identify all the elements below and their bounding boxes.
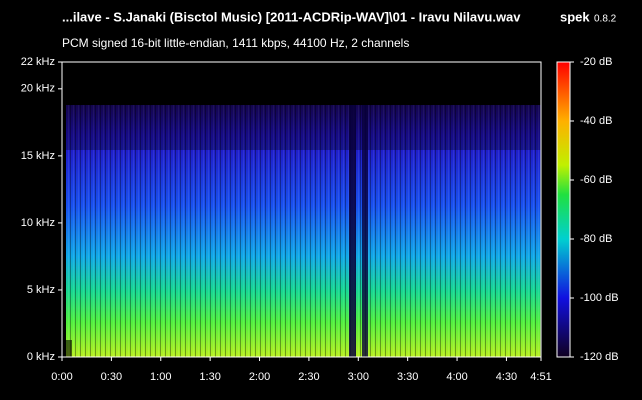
colorbar-tick-label: -40 dB xyxy=(580,115,612,127)
y-tick-label: 22 kHz xyxy=(21,56,55,68)
colorbar-tick-label: -80 dB xyxy=(580,233,612,245)
x-tick-label: 2:00 xyxy=(249,371,270,383)
x-tick-label: 0:00 xyxy=(51,371,72,383)
subtitle: PCM signed 16-bit little-endian, 1411 kb… xyxy=(62,36,409,50)
x-tick-label: 4:30 xyxy=(496,371,517,383)
colorbar xyxy=(557,62,570,357)
app-name: spek xyxy=(560,9,590,24)
x-tick-label: 1:00 xyxy=(150,371,171,383)
file-title: ...ilave - S.Janaki (Bisctol Music) [201… xyxy=(62,9,521,24)
spectrogram xyxy=(62,62,541,357)
x-tick-label: 2:30 xyxy=(298,371,319,383)
colorbar-tick-label: -100 dB xyxy=(580,292,619,304)
colorbar-tick-label: -120 dB xyxy=(580,351,619,363)
app-version: 0.8.2 xyxy=(594,14,617,25)
y-tick-label: 20 kHz xyxy=(21,83,55,95)
colorbar-frame xyxy=(556,61,571,358)
x-tick-label: 3:00 xyxy=(348,371,369,383)
x-tick-label: 3:30 xyxy=(397,371,418,383)
y-tick-label: 0 kHz xyxy=(27,351,55,363)
y-tick-label: 5 kHz xyxy=(27,284,55,296)
x-tick-label: 1:30 xyxy=(199,371,220,383)
colorbar-tick-label: -60 dB xyxy=(580,174,612,186)
plot-frame xyxy=(61,61,542,358)
x-tick-label: 4:00 xyxy=(446,371,467,383)
colorbar-tick-label: -20 dB xyxy=(580,56,612,68)
y-tick-label: 15 kHz xyxy=(21,150,55,162)
y-tick-label: 10 kHz xyxy=(21,217,55,229)
x-tick-label: 0:30 xyxy=(101,371,122,383)
x-tick-label: 4:51 xyxy=(530,371,551,383)
